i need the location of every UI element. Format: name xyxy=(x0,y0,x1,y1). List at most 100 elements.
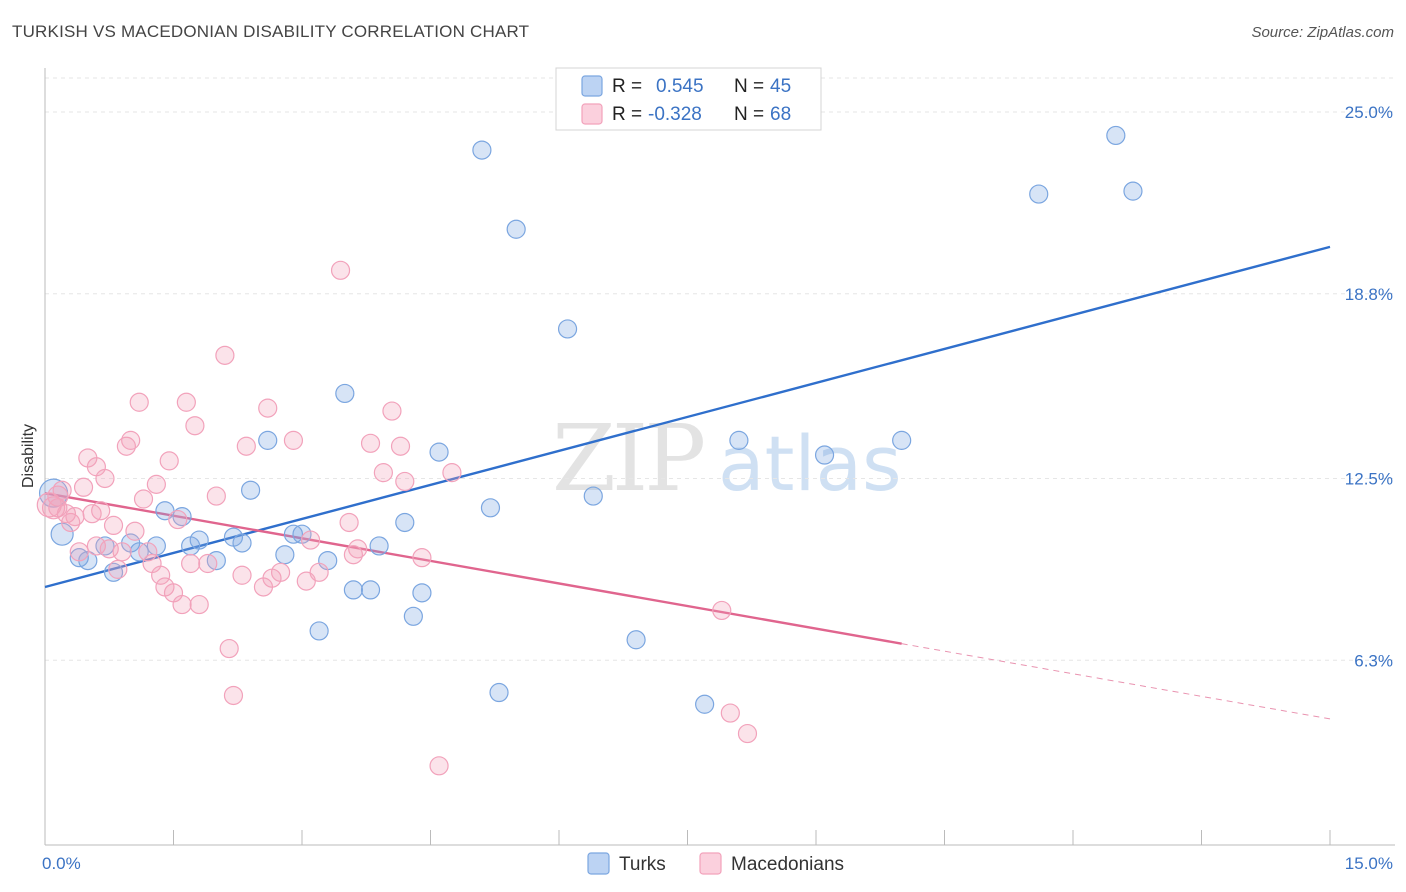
y-tick-label-1: 18.8% xyxy=(1345,285,1393,304)
macedonians-point-61 xyxy=(429,756,449,776)
stats-legend-swatch-macedonians xyxy=(581,103,603,125)
turks-point-12 xyxy=(189,530,209,550)
macedonians-point-17 xyxy=(112,542,132,562)
y-tick-label-3: 6.3% xyxy=(1354,651,1393,670)
turks-point-39 xyxy=(729,430,749,450)
macedonians-point-20 xyxy=(125,521,145,541)
macedonians-point-19 xyxy=(121,430,141,450)
x-tick-labels: 0.0% 15.0% xyxy=(42,854,1393,873)
legend-label-turks: Turks xyxy=(619,854,666,875)
turks-point-37 xyxy=(626,630,646,650)
macedonians-point-31 xyxy=(172,594,192,615)
macedonians-point-42 xyxy=(236,436,256,456)
macedonians-point-57 xyxy=(382,401,402,421)
axes xyxy=(44,68,1395,846)
macedonians-point-28 xyxy=(159,451,179,471)
stats-legend: R = 0.545 N = 45 R = -0.328 N = 68 xyxy=(555,67,822,131)
legend-label-macedonians: Macedonians xyxy=(731,854,844,875)
macedonians-point-58 xyxy=(390,436,411,456)
trend-line-macedonians xyxy=(44,491,902,645)
legend-swatch-turks xyxy=(587,852,610,875)
macedonians-point-60 xyxy=(412,548,432,568)
turks-point-21 xyxy=(309,621,329,641)
series-turks xyxy=(38,125,1143,714)
macedonians-point-16 xyxy=(108,559,128,579)
turks-point-15 xyxy=(232,533,252,553)
turks-point-32 xyxy=(480,498,501,518)
turks-point-28 xyxy=(403,606,423,626)
macedonians-point-63 xyxy=(712,600,732,621)
macedonians-point-49 xyxy=(300,530,321,550)
macedonians-point-21 xyxy=(129,392,149,412)
macedonians-point-3 xyxy=(52,480,72,500)
macedonians-point-38 xyxy=(215,345,235,365)
macedonians-point-62 xyxy=(442,463,462,483)
stats-legend-r-label-turks: R = xyxy=(612,76,642,97)
watermark: ZIP atlas xyxy=(552,405,902,512)
macedonians-point-66 xyxy=(48,498,68,518)
y-tick-label-2: 12.5% xyxy=(1345,469,1393,488)
macedonians-point-67 xyxy=(86,536,107,556)
macedonians-point-15 xyxy=(103,515,124,536)
turks-point-23 xyxy=(335,383,355,404)
turks-point-29 xyxy=(412,583,432,603)
turks-point-18 xyxy=(275,545,295,565)
stats-legend-n-value-turks: 45 xyxy=(770,76,791,97)
trend-lines xyxy=(44,245,1331,720)
x-tick-label-max: 15.0% xyxy=(1345,854,1393,873)
macedonians-point-7 xyxy=(69,542,89,562)
turks-point-16 xyxy=(241,480,261,500)
macedonians-point-39 xyxy=(219,638,239,659)
turks-point-44 xyxy=(1123,181,1143,201)
macedonians-point-1 xyxy=(41,496,66,520)
macedonians-point-22 xyxy=(133,489,154,509)
turks-point-40 xyxy=(814,445,835,465)
series-macedonians xyxy=(36,260,758,776)
turks-point-24 xyxy=(343,580,363,600)
turks-point-41 xyxy=(892,430,912,450)
macedonians-point-51 xyxy=(330,260,351,280)
turks-point-43 xyxy=(1106,125,1126,146)
macedonians-point-35 xyxy=(189,594,209,615)
turks-point-25 xyxy=(360,580,381,600)
macedonians-point-44 xyxy=(258,398,278,418)
turks-point-42 xyxy=(1029,184,1049,204)
macedonians-point-64 xyxy=(720,703,740,723)
macedonians-point-59 xyxy=(395,471,415,492)
trend-line-extension-macedonians xyxy=(901,643,1331,720)
turks-point-31 xyxy=(472,140,492,160)
data-points xyxy=(36,125,1143,776)
x-tick-label-min: 0.0% xyxy=(42,854,81,873)
turks-point-34 xyxy=(506,219,526,239)
macedonians-point-8 xyxy=(73,477,94,497)
macedonians-point-65 xyxy=(737,723,758,744)
stats-legend-r-label-macedonians: R = xyxy=(612,104,642,125)
macedonians-point-55 xyxy=(360,433,381,453)
macedonians-point-40 xyxy=(223,685,244,706)
macedonians-point-41 xyxy=(232,565,252,585)
stats-legend-n-label-macedonians: N = xyxy=(734,104,764,125)
macedonians-point-26 xyxy=(151,565,171,585)
stats-legend-n-label-turks: N = xyxy=(734,76,764,97)
stats-legend-n-value-macedonians: 68 xyxy=(770,104,791,125)
turks-point-27 xyxy=(395,512,415,533)
macedonians-point-12 xyxy=(91,501,111,521)
macedonians-point-36 xyxy=(198,553,218,574)
stats-legend-swatch-turks xyxy=(581,75,603,97)
legend-swatch-macedonians xyxy=(699,852,722,875)
stats-legend-r-value-turks: 0.545 xyxy=(656,76,704,97)
turks-point-26 xyxy=(369,536,389,556)
macedonians-point-23 xyxy=(138,542,158,562)
macedonians-point-46 xyxy=(270,562,291,582)
turks-point-17 xyxy=(258,430,278,450)
y-tick-label-0: 25.0% xyxy=(1345,103,1393,122)
macedonians-point-30 xyxy=(168,509,188,530)
macedonians-point-50 xyxy=(309,562,329,582)
macedonians-point-13 xyxy=(95,468,115,489)
macedonians-point-33 xyxy=(181,553,201,574)
macedonians-point-32 xyxy=(176,392,196,412)
macedonians-point-54 xyxy=(348,539,368,559)
stats-legend-r-value-macedonians: -0.328 xyxy=(648,104,702,125)
watermark-zip: ZIP xyxy=(552,405,703,512)
